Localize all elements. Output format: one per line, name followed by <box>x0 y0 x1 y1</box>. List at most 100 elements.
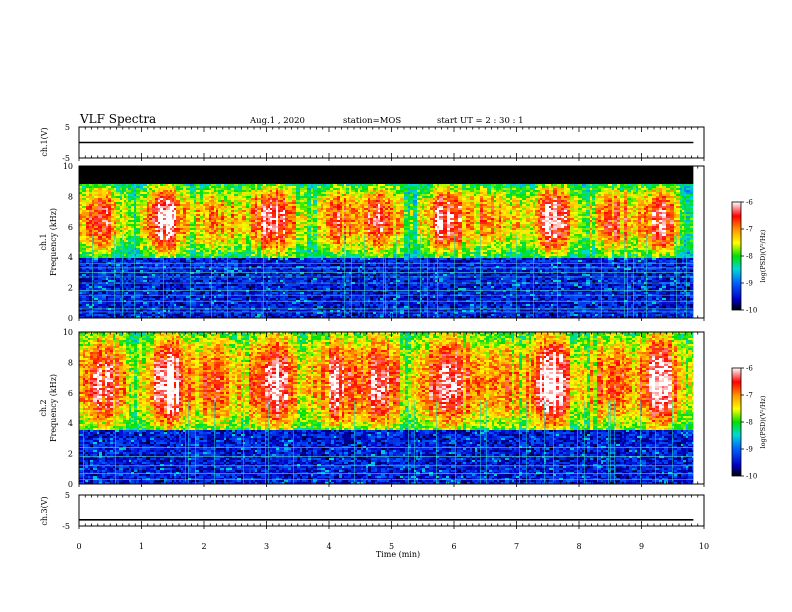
spectrogram-cell <box>283 296 286 299</box>
spectrogram-cell <box>94 316 99 318</box>
spectrogram-cell <box>211 232 215 235</box>
spectrogram-cell <box>120 250 123 253</box>
spectrogram-cell <box>216 234 219 237</box>
spectrogram-cell <box>251 186 256 189</box>
spectrogram-cell <box>124 278 127 281</box>
spectrogram-cell <box>209 194 212 197</box>
spectrogram-cell <box>136 280 141 283</box>
spectrogram-cell <box>268 194 271 197</box>
spectrogram-cell <box>180 240 184 243</box>
spectrogram-cell <box>255 252 258 255</box>
spectrogram-cell <box>102 206 107 209</box>
spectrogram-cell <box>155 298 159 301</box>
spectrogram-cell <box>180 278 184 281</box>
spectrogram-cell <box>251 196 256 199</box>
spectrogram-cell <box>98 198 103 201</box>
spectrogram-cell <box>218 256 222 259</box>
spectrogram-cell <box>168 274 171 277</box>
spectrogram-cell <box>224 202 228 205</box>
spectrogram-cell <box>79 288 83 291</box>
spectrogram-cell <box>224 278 228 281</box>
spectrogram-cell <box>246 280 250 283</box>
spectrogram-cell <box>155 240 159 243</box>
spectrogram-cell <box>242 184 247 187</box>
spectrogram-cell <box>203 232 206 235</box>
spectrogram-cell <box>170 242 173 245</box>
spectrogram-cell <box>200 298 204 301</box>
spectrogram-cell <box>270 192 273 195</box>
spectrogram-cell <box>234 198 239 201</box>
spectrogram-cell <box>149 312 153 315</box>
spectrogram-cell <box>268 258 271 261</box>
spectrogram-cell <box>203 222 206 225</box>
spectrogram-cell <box>186 304 191 307</box>
spectrogram-cell <box>221 198 225 201</box>
spectrogram-cell <box>120 290 123 293</box>
spectrogram-cell <box>170 254 173 257</box>
spectrogram-cell <box>166 298 169 301</box>
spectrogram-cell <box>176 288 181 291</box>
spectrogram-cell <box>98 312 103 315</box>
spectrogram-cell <box>183 264 187 267</box>
spectrogram-cell <box>131 238 135 241</box>
spectrogram-cell <box>255 254 258 257</box>
spectrogram-cell <box>194 252 197 255</box>
spectrogram-cell <box>214 204 217 207</box>
spectrogram-cell <box>263 224 267 227</box>
spectrogram-cell <box>231 240 235 243</box>
spectrogram-cell <box>128 292 132 295</box>
spectrogram-cell <box>82 260 87 263</box>
spectrogram-cell <box>211 224 215 227</box>
spectrogram-cell <box>140 258 144 261</box>
spectrogram-cell <box>268 256 271 259</box>
spectrogram-cell <box>89 230 93 233</box>
spectrogram-cell <box>143 278 148 281</box>
spectrogram-cell <box>163 244 167 247</box>
spectrogram-cell <box>231 290 235 293</box>
spectrogram-cell <box>238 230 243 233</box>
spectrogram-cell <box>270 292 273 295</box>
spectrogram-cell <box>82 242 87 245</box>
spectrogram-cell <box>216 212 219 215</box>
spectrogram-cell <box>102 256 107 259</box>
spectrogram-cell <box>128 242 132 245</box>
spectrogram-cell <box>170 192 173 195</box>
spectrogram-cell <box>114 306 117 309</box>
spectrogram-cell <box>106 250 109 253</box>
spectrogram-cell <box>155 258 159 261</box>
spectrogram-cell <box>126 304 129 307</box>
spectrogram-cell <box>158 200 161 203</box>
spectrogram-cell <box>114 288 117 291</box>
spectrogram-cell <box>160 280 164 283</box>
spectrogram-cell <box>98 252 103 255</box>
spectrogram-cell <box>221 304 225 307</box>
spectrogram-cell <box>180 208 184 211</box>
spectrogram-cell <box>272 306 277 309</box>
spectrogram-cell <box>183 188 187 191</box>
spectrogram-cell <box>108 220 112 223</box>
spectrogram-cell <box>183 228 187 231</box>
spectrogram-cell <box>270 302 273 305</box>
spectrogram-cell <box>224 242 228 245</box>
spectrogram-cell <box>160 264 164 267</box>
spectrogram-cell <box>176 206 181 209</box>
spectrogram-cell <box>266 298 269 301</box>
spectrogram-cell <box>246 186 250 189</box>
spectrogram-cell <box>224 188 228 191</box>
spectrogram-cell <box>94 206 99 209</box>
spectrogram-cell <box>163 298 167 301</box>
spectrogram-cell <box>261 228 264 231</box>
spectrogram-cell <box>216 258 219 261</box>
spectrogram-cell <box>280 314 284 317</box>
spectrogram-cell <box>186 226 191 229</box>
spectrogram-cell <box>170 266 173 269</box>
spectrogram-cell <box>261 236 264 239</box>
spectrogram-cell <box>160 288 164 291</box>
spectrogram-cell <box>280 250 284 253</box>
spectrogram-cell <box>278 284 281 287</box>
spectrogram-cell <box>234 222 239 225</box>
spectrogram-cell <box>263 194 267 197</box>
spectrogram-cell <box>92 188 95 191</box>
spectrogram-cell <box>268 228 271 231</box>
spectrogram-cell <box>276 270 279 273</box>
